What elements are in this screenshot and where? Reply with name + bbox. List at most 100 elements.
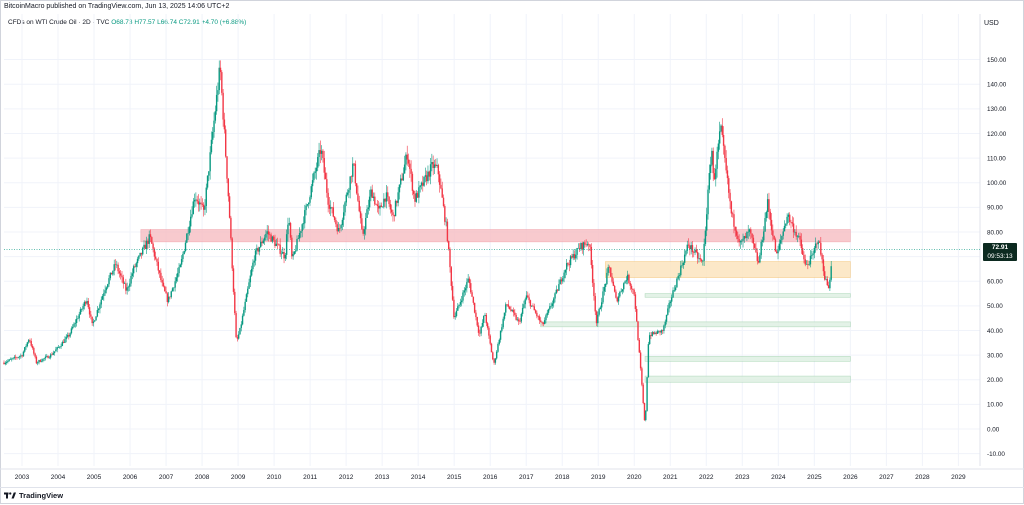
candle-body: [135, 263, 137, 267]
candle-body: [783, 225, 786, 232]
tradingview-logo[interactable]: TradingView: [4, 491, 63, 500]
y-tick-label: 0.00: [987, 426, 1000, 433]
last-price: 72.91: [991, 244, 1009, 251]
candle-body: [576, 248, 578, 255]
candle-body: [477, 325, 480, 333]
candle-body: [236, 337, 239, 339]
x-tick-label: 2015: [447, 474, 462, 481]
candle-body: [228, 196, 231, 218]
candle-body: [366, 209, 368, 218]
symbol-legend[interactable]: CFDs on WTI Crude Oil · 2D · TVC O68.73 …: [8, 19, 246, 26]
candle-body: [663, 325, 665, 331]
candle-body: [178, 267, 180, 274]
candle-body: [718, 131, 721, 144]
candle-body: [75, 318, 78, 324]
candle-body: [361, 218, 363, 229]
candle-body: [785, 223, 787, 226]
candle-body: [263, 237, 266, 241]
candle-body: [195, 199, 197, 201]
candle-body: [226, 156, 228, 179]
candle-body: [720, 125, 722, 132]
candle-body: [652, 332, 655, 334]
candle-body: [700, 259, 703, 262]
candle-body: [125, 283, 127, 291]
candle-body: [661, 330, 664, 331]
candle-body: [717, 143, 720, 152]
candle-body: [698, 258, 700, 259]
candle-body: [68, 335, 70, 337]
candle-body: [498, 339, 500, 344]
candle-body: [304, 210, 306, 224]
candle-body: [590, 246, 593, 265]
candle-body: [344, 202, 346, 213]
candle-body: [768, 199, 770, 212]
candle-body: [239, 327, 241, 335]
candle-body: [773, 235, 775, 240]
candle-body: [458, 304, 460, 307]
currency-label[interactable]: USD: [984, 20, 999, 27]
candle-body: [272, 236, 275, 240]
candle-body: [218, 67, 220, 91]
candle-body: [792, 223, 795, 233]
candle-body: [253, 260, 255, 263]
candle-body: [550, 305, 552, 307]
candle-body: [435, 164, 437, 166]
candle-body: [580, 242, 582, 249]
candle-body: [381, 206, 384, 208]
candle-body: [735, 230, 738, 236]
candle-body: [677, 275, 679, 279]
candle-body: [350, 176, 353, 178]
candle-body: [390, 209, 393, 213]
candle-body: [354, 163, 357, 184]
candle-body: [693, 252, 695, 253]
candle-body: [744, 236, 747, 239]
candle-body: [374, 196, 376, 205]
candle-body: [680, 265, 682, 276]
candle-body: [706, 214, 708, 231]
symbol-name[interactable]: CFDs on WTI Crude Oil · 2D · TVC: [8, 19, 110, 26]
candle-body: [555, 289, 558, 294]
candle-body: [637, 321, 639, 340]
bar-countdown: 09:53:13: [987, 252, 1013, 260]
candle-body: [655, 332, 657, 334]
candle-body: [624, 281, 626, 284]
candle-body: [488, 327, 490, 336]
candle-body: [728, 178, 730, 193]
candle-body: [632, 288, 634, 290]
candle-body: [309, 197, 311, 203]
candle-body: [274, 239, 276, 247]
candle-body: [145, 240, 148, 250]
candle-body: [671, 297, 673, 302]
candle-body: [39, 360, 42, 362]
candle-body: [24, 347, 26, 352]
x-tick-label: 2007: [159, 474, 174, 481]
candle-body: [811, 255, 813, 256]
candle-body: [721, 125, 723, 135]
candle-body: [664, 321, 666, 326]
candle-body: [257, 248, 259, 252]
candle-body: [604, 283, 607, 287]
candle-body: [103, 293, 105, 297]
y-tick-label: 50.00: [987, 303, 1003, 310]
candle-body: [686, 244, 688, 251]
x-tick-label: 2018: [555, 474, 570, 481]
candle-body: [323, 157, 325, 173]
candle-body: [109, 272, 112, 279]
candle-body: [148, 234, 150, 244]
candle-body: [402, 173, 405, 181]
candle-body: [475, 312, 477, 317]
candle-body: [495, 351, 498, 359]
candle-body: [781, 235, 783, 241]
candle-body: [212, 132, 214, 140]
candle-body: [425, 175, 428, 182]
y-tick-label: 140.00: [987, 81, 1007, 88]
candle-body: [164, 286, 166, 292]
candle-body: [30, 341, 32, 346]
candle-body: [542, 322, 545, 324]
x-tick-label: 2027: [879, 474, 894, 481]
candle-body: [234, 291, 236, 314]
candle-body: [476, 316, 478, 326]
candle-body: [112, 270, 114, 275]
candle-body: [47, 355, 49, 359]
